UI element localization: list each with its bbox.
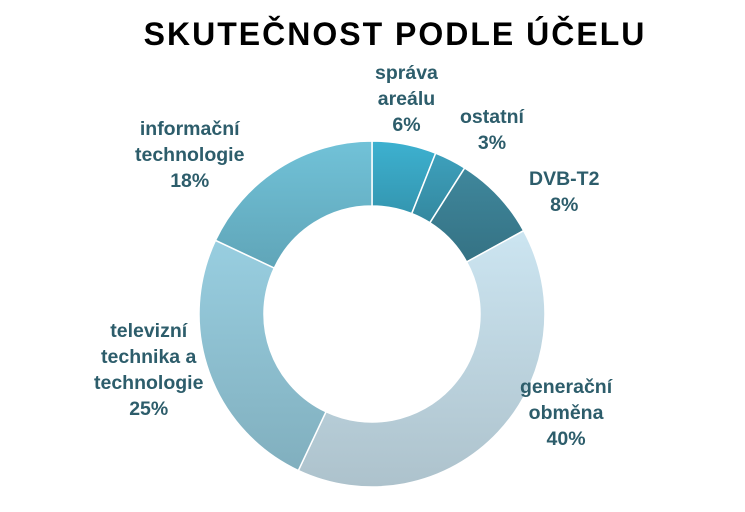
data-label-4: generační obměna 40% — [520, 374, 612, 452]
data-label-line: správa — [375, 62, 438, 84]
data-label-1: správa areálu 6% — [375, 60, 438, 138]
chart-title: SKUTEČNOST PODLE ÚČELU — [143, 16, 647, 52]
data-label-line: generační — [520, 376, 613, 398]
data-label-line: DVB-T2 — [529, 168, 600, 190]
data-label-line: technologie — [135, 144, 245, 166]
data-label-value: 6% — [392, 114, 421, 136]
data-label-line: technologie — [94, 372, 204, 394]
data-label-6: informační technologie 18% — [135, 116, 244, 194]
data-label-5: televizní technika a technologie 25% — [94, 318, 203, 422]
data-label-value: 8% — [550, 194, 579, 216]
data-label-2: ostatní 3% — [460, 104, 524, 156]
data-label-line: obměna — [528, 402, 604, 424]
data-label-line: ostatní — [460, 106, 524, 128]
data-label-value: 25% — [129, 398, 169, 420]
donut-slice-4 — [297, 229, 546, 488]
data-label-line: areálu — [377, 88, 436, 110]
data-label-value: 18% — [170, 170, 210, 192]
data-label-3: DVB-T2 8% — [529, 166, 599, 218]
donut-slice-5 — [198, 239, 328, 472]
data-label-line: informační — [139, 118, 240, 140]
data-label-line: televizní — [110, 320, 188, 342]
data-label-value: 40% — [546, 428, 586, 450]
data-label-value: 3% — [477, 132, 507, 154]
data-label-line: technika a — [101, 346, 197, 368]
donut-slice-6 — [214, 140, 373, 270]
